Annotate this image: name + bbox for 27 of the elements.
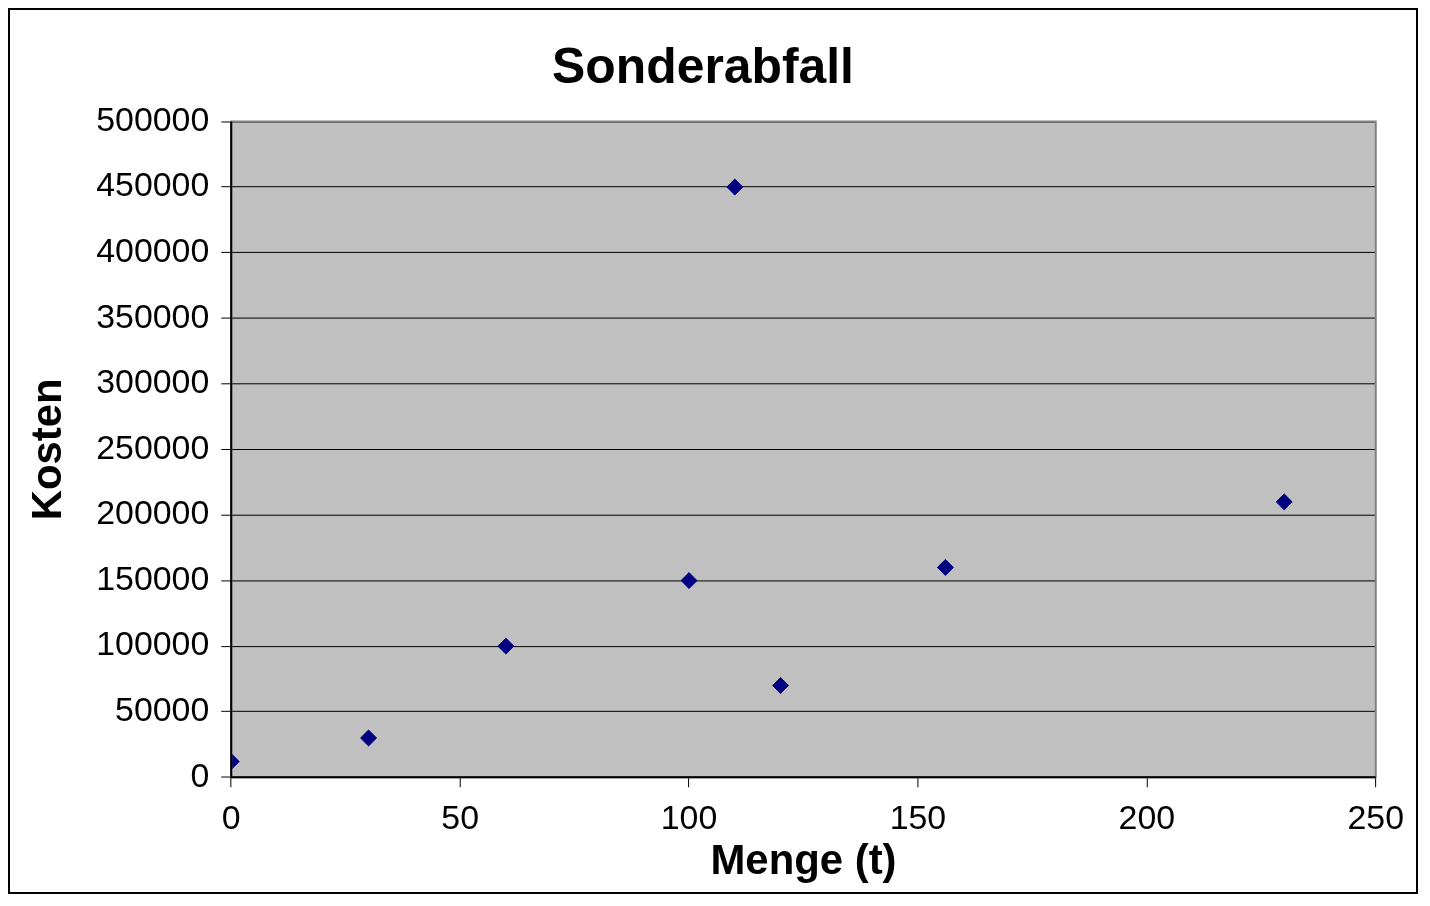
y-tick-label: 250000	[96, 427, 210, 466]
point	[497, 637, 515, 655]
x-tick-label: 200	[1118, 797, 1176, 836]
y-tick-label: 50000	[115, 690, 210, 729]
y-tick-label: 350000	[96, 296, 210, 335]
y-tick-label: 200000	[96, 493, 210, 532]
y-tick-label: 100000	[96, 624, 210, 663]
point	[680, 572, 698, 590]
x-tick-label: 150	[889, 797, 947, 836]
x-tick-label: 250	[1347, 797, 1405, 836]
chart-title: Sonderabfall	[552, 38, 854, 95]
y-tick-label: 450000	[96, 165, 210, 204]
y-tick-label: 400000	[96, 231, 210, 269]
y-tick-label: 0	[190, 755, 210, 794]
x-tick-label: 100	[660, 797, 718, 836]
y-tick-label: 300000	[96, 362, 210, 401]
x-tick-label: 0	[221, 797, 241, 836]
x-tick-label: 50	[441, 797, 479, 836]
point	[726, 178, 744, 196]
point	[360, 729, 378, 747]
point	[1275, 493, 1293, 511]
point	[772, 677, 790, 694]
y-tick-label: 500000	[96, 99, 210, 138]
x-axis-title: Menge (t)	[710, 836, 897, 884]
point	[936, 558, 954, 576]
y-tick-label: 150000	[96, 558, 210, 597]
y-axis-title: Kosten	[22, 378, 70, 521]
